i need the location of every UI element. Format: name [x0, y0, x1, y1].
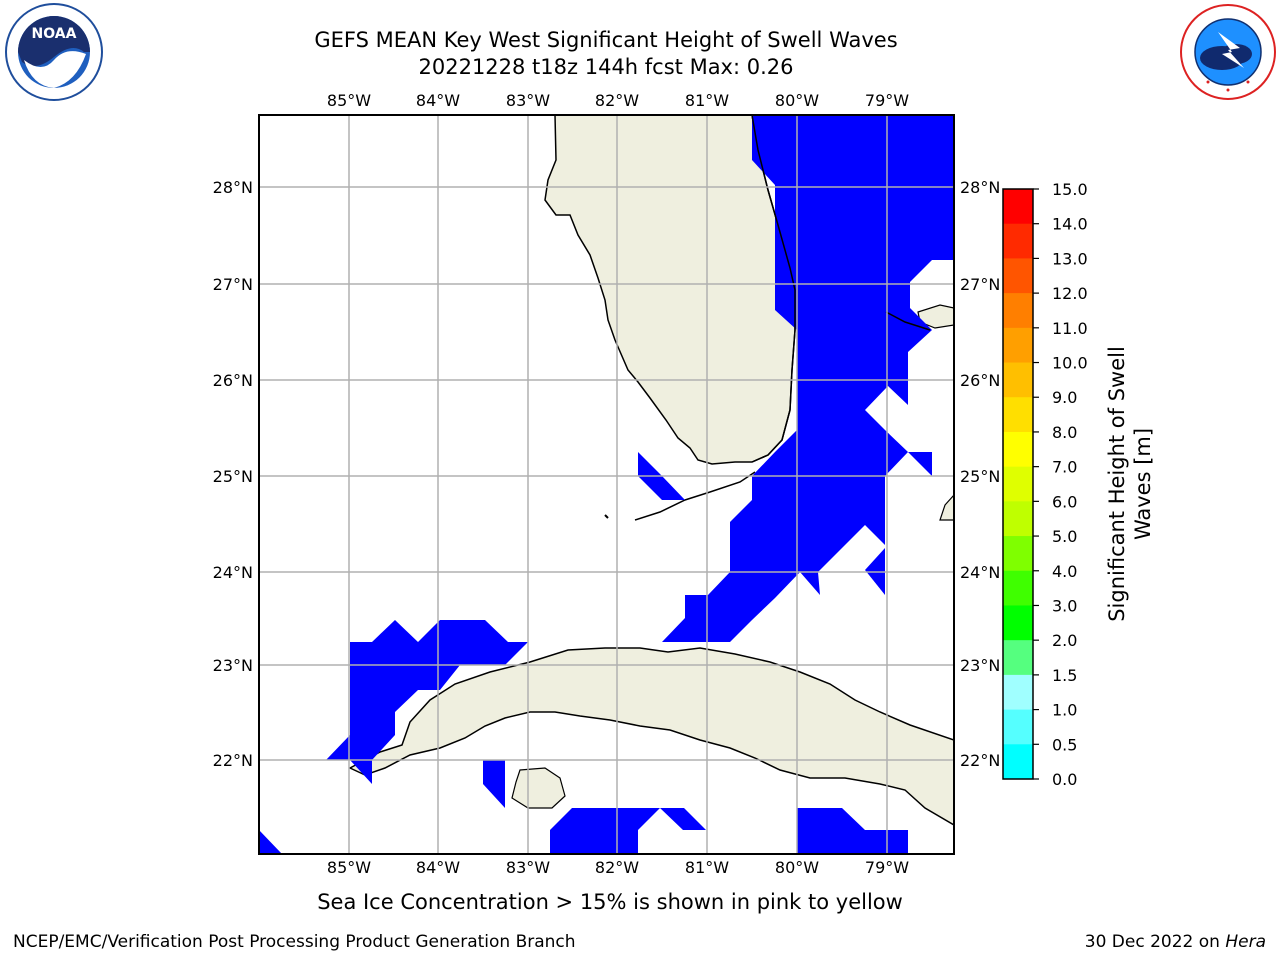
lat-label-left: 26°N — [213, 371, 253, 390]
lon-label-top: 83°W — [506, 91, 550, 110]
colorbar-tick-label: 6.0 — [1052, 492, 1077, 511]
lat-label-right: 23°N — [960, 656, 1000, 675]
colorbar-segment — [1003, 327, 1033, 364]
colorbar: 15.0 14.0 13.0 12.0 11.0 10.0 9.0 8.0 7.0 6.0 5.0 4… — [1002, 180, 1088, 789]
lat-label-left: 24°N — [213, 563, 253, 582]
credit-line: NCEP/EMC/Verification Post Processing Pr… — [13, 932, 576, 952]
lon-label-bottom: 79°W — [865, 858, 909, 877]
lat-label-right: 27°N — [960, 275, 1000, 294]
cuba-landmass — [348, 647, 954, 826]
colorbar-tick-label: 1.5 — [1052, 666, 1077, 685]
sea-ice-note: Sea Ice Concentration > 15% is shown in … — [317, 890, 903, 914]
colorbar-segment — [1003, 674, 1033, 711]
date-line: 30 Dec 2022 on Hera — [1085, 932, 1266, 952]
colorbar-tick-label: 0.5 — [1052, 735, 1077, 754]
lat-label-right: 24°N — [960, 563, 1000, 582]
lat-label-left: 23°N — [213, 656, 253, 675]
colorbar-tick-label: 11.0 — [1052, 319, 1088, 338]
lon-label-bottom: 85°W — [327, 858, 371, 877]
colorbar-segment — [1003, 431, 1033, 468]
machine-name: Hera — [1225, 932, 1266, 952]
lon-label-top: 81°W — [685, 91, 729, 110]
lat-label-right: 22°N — [960, 751, 1000, 770]
lon-label-bottom: 80°W — [775, 858, 819, 877]
grand-bahama-coast — [885, 311, 931, 331]
lon-label-top: 80°W — [775, 91, 819, 110]
colorbar-segment — [1003, 709, 1033, 745]
lat-label-left: 28°N — [213, 178, 253, 197]
lat-label-left: 25°N — [213, 467, 253, 486]
colorbar-segment — [1003, 640, 1033, 676]
colorbar-tick-label: 15.0 — [1052, 180, 1088, 199]
colorbar-tick-label: 0.0 — [1052, 770, 1077, 789]
colorbar-frame — [1002, 188, 1034, 780]
colorbar-segment — [1003, 744, 1033, 780]
colorbar-label-line2: Waves [m] — [1131, 428, 1155, 540]
east-coastline — [751, 115, 796, 463]
gridlines — [259, 115, 954, 854]
colorbar-tick-label: 12.0 — [1052, 284, 1088, 303]
colorbar-tick-label: 7.0 — [1052, 458, 1077, 477]
colorbar-tick-label: 3.0 — [1052, 596, 1077, 615]
map-title: GEFS MEAN Key West Significant Height of… — [314, 28, 898, 52]
lon-label-top: 84°W — [416, 91, 460, 110]
lat-label-right: 25°N — [960, 467, 1000, 486]
colorbar-segment — [1003, 536, 1033, 572]
colorbar-segment — [1003, 293, 1033, 329]
colorbar-tick-label: 13.0 — [1052, 249, 1088, 268]
colorbar-tick-label: 2.0 — [1052, 631, 1077, 650]
lon-label-bottom: 83°W — [506, 858, 550, 877]
colorbar-label-line1: Significant Height of Swell — [1105, 346, 1129, 622]
nws-logo — [1180, 4, 1276, 100]
lon-label-bottom: 82°W — [595, 858, 639, 877]
colorbar-segment — [1003, 258, 1033, 294]
lat-label-left: 27°N — [213, 275, 253, 294]
colorbar-tick-label: 1.0 — [1052, 701, 1077, 720]
colorbar-segment — [1003, 223, 1033, 259]
date-text: 30 Dec 2022 on — [1084, 932, 1220, 952]
andros-landmass — [939, 494, 954, 521]
colorbar-segment — [1003, 570, 1033, 606]
map-frame — [258, 114, 955, 855]
map-subtitle: 20221228 t18z 144h fcst Max: 0.26 — [418, 55, 794, 79]
colorbar-tick-label: 14.0 — [1052, 215, 1088, 234]
noaa-logo: NOAA — [5, 3, 103, 101]
colorbar-tick-label: 9.0 — [1052, 388, 1077, 407]
lat-label-left: 22°N — [213, 751, 253, 770]
isla-de-la-juventud — [511, 767, 566, 809]
colorbar-tick-label: 5.0 — [1052, 527, 1077, 546]
colorbar-segment — [1003, 397, 1033, 433]
lon-label-top: 79°W — [865, 91, 909, 110]
colorbar-segment — [1003, 189, 1033, 225]
noaa-logo-text: NOAA — [32, 26, 77, 42]
lat-label-right: 26°N — [960, 371, 1000, 390]
colorbar-segment — [1003, 362, 1033, 398]
lon-label-bottom: 84°W — [416, 858, 460, 877]
lon-label-bottom: 81°W — [685, 858, 729, 877]
lon-label-top: 85°W — [327, 91, 371, 110]
lat-label-right: 28°N — [960, 178, 1000, 197]
colorbar-tick-label: 4.0 — [1052, 562, 1077, 581]
lon-label-top: 82°W — [595, 91, 639, 110]
dry-tortugas — [604, 514, 609, 519]
colorbar-segment — [1003, 466, 1033, 502]
colorbar-tick-label: 8.0 — [1052, 423, 1077, 442]
colorbar-tick-label: 10.0 — [1052, 354, 1088, 373]
florida-keys — [634, 471, 756, 521]
colorbar-segment — [1003, 501, 1033, 537]
colorbar-segment — [1003, 605, 1033, 641]
